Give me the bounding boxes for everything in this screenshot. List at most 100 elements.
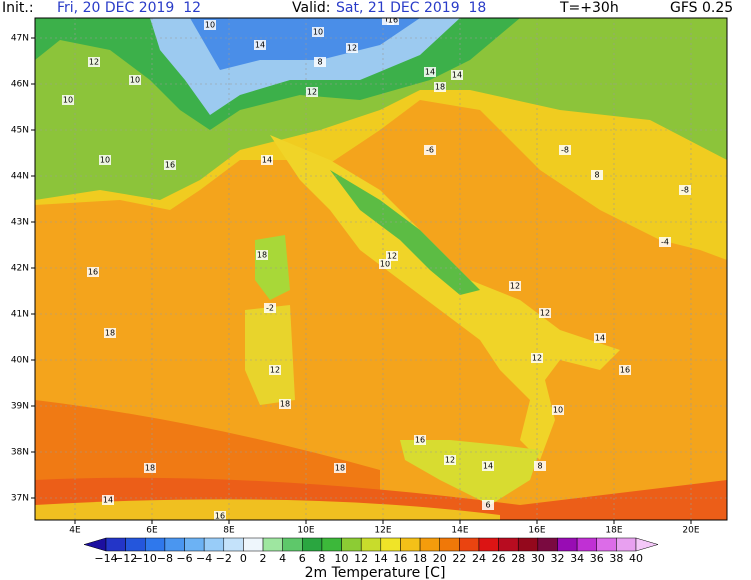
contour-label-box <box>559 145 571 155</box>
sardinia <box>245 305 295 405</box>
colorbar-label: 8 <box>318 552 325 565</box>
contour-label: 8 <box>537 462 542 471</box>
colorbar-bin <box>537 537 558 552</box>
colorbar-label: −8 <box>157 552 173 565</box>
lat-label: 38N <box>11 448 29 458</box>
colorbar-bin <box>243 537 264 552</box>
colorbar-bin <box>145 537 166 552</box>
contour-label: 14 <box>425 68 435 77</box>
contour-label: 12 <box>510 282 520 291</box>
contour-label: -8 <box>561 146 569 155</box>
contour-label-box <box>594 333 606 343</box>
contour-label-box <box>482 461 494 471</box>
contour-label: 14 <box>255 41 265 50</box>
colorbar-label: 12 <box>354 552 368 565</box>
axes: 47N 46N 45N 44N 43N 42N 41N 40N 39N 38N 37N 4E 6E 8E 1… <box>11 34 700 536</box>
colorbar-bin <box>341 537 362 552</box>
contour-label: 8 <box>317 58 322 67</box>
contour-label: 18 <box>335 464 345 473</box>
contour-label: 6 <box>485 501 490 510</box>
colorbar-label: 14 <box>374 552 388 565</box>
lat-label: 46N <box>11 80 29 90</box>
graticule <box>35 18 727 520</box>
contour-label-box <box>531 353 543 363</box>
contour-label-box <box>254 40 266 50</box>
contour-label: 16 <box>215 512 225 521</box>
colorbar: −14−12−10 −8 −6 −4 −2 0 2 4 6 8 10 12 14 16 18 20 22 24 26… <box>83 537 659 565</box>
contour-label: -8 <box>681 186 689 195</box>
lat-label: 44N <box>11 172 29 182</box>
contour-label-box <box>414 435 426 445</box>
contour-label-box <box>264 303 276 313</box>
colorbar-label: 16 <box>393 552 407 565</box>
colorbar-bin <box>380 537 401 552</box>
contour-label-box <box>104 328 116 338</box>
colorbar-label: 38 <box>609 552 623 565</box>
alps-coldest <box>190 18 420 70</box>
contour-label: 10 <box>100 156 110 165</box>
lead-time: T=+30h <box>559 0 619 16</box>
contour-label: 12 <box>540 309 550 318</box>
contour-label-box <box>451 70 463 80</box>
lat-label: 47N <box>11 34 29 44</box>
lon-label: 16E <box>528 526 545 536</box>
colorbar-label: 10 <box>335 552 349 565</box>
contour-label-box <box>591 170 603 180</box>
lon-label: 18E <box>605 526 622 536</box>
init-time: Fri, 20 DEC 2019 12 <box>57 0 201 16</box>
contour-label-box <box>482 500 494 510</box>
sicily <box>400 440 540 505</box>
colorbar-label: −4 <box>196 552 212 565</box>
contour-label-box <box>314 57 326 67</box>
colorbar-label: −6 <box>176 552 192 565</box>
model-name: GFS 0.25 <box>670 0 733 16</box>
colorbar-bin <box>478 537 499 552</box>
lon-label: 20E <box>682 526 699 536</box>
contour-label: 10 <box>553 406 563 415</box>
lon-label: 12E <box>374 526 391 536</box>
contour-label: 18 <box>257 251 267 260</box>
contour-label: 14 <box>483 462 493 471</box>
colorbar-bin <box>302 537 323 552</box>
contour-label: 16 <box>165 161 175 170</box>
colorbar-label: 6 <box>299 552 306 565</box>
contour-label: 12 <box>347 44 357 53</box>
contour-label: -6 <box>426 146 434 155</box>
contour-label-box <box>387 18 399 25</box>
colorbar-label: 30 <box>531 552 545 565</box>
colorbar-label: 34 <box>570 552 584 565</box>
contour-label-box <box>386 251 398 261</box>
lon-label: 14E <box>451 526 468 536</box>
contour-label: 10 <box>63 96 73 105</box>
lon-label: 4E <box>69 526 81 536</box>
colorbar-label: 22 <box>452 552 466 565</box>
colorbar-label: −14 <box>94 552 117 565</box>
contour-label-box <box>204 20 216 30</box>
contour-label-box <box>424 145 436 155</box>
contour-label-box <box>129 75 141 85</box>
contour-label: 18 <box>105 329 115 338</box>
contour-label-box <box>659 237 671 247</box>
italy <box>270 135 620 460</box>
contour-label-box <box>102 495 114 505</box>
colorbar-label: 28 <box>511 552 525 565</box>
colorbar-bin <box>459 537 480 552</box>
colorbar-bin <box>105 537 126 552</box>
apennines <box>330 170 480 295</box>
lon-label: 8E <box>223 526 235 536</box>
contour-label: 18 <box>145 464 155 473</box>
lon-label: 10E <box>297 526 314 536</box>
colorbar-bin <box>419 537 440 552</box>
contour-label-box <box>534 461 546 471</box>
colorbar-title: 2m Temperature [C] <box>305 565 446 580</box>
contour-label: 14 <box>452 71 462 80</box>
contour-label-box <box>679 185 691 195</box>
colorbar-bin <box>321 537 342 552</box>
colorbar-bin <box>164 537 185 552</box>
contour-label-box <box>444 455 456 465</box>
lat-label: 39N <box>11 402 29 412</box>
colorbar-label: −2 <box>216 552 232 565</box>
contour-label-box <box>261 155 273 165</box>
valid-time: Sat, 21 DEC 2019 18 <box>336 0 486 16</box>
